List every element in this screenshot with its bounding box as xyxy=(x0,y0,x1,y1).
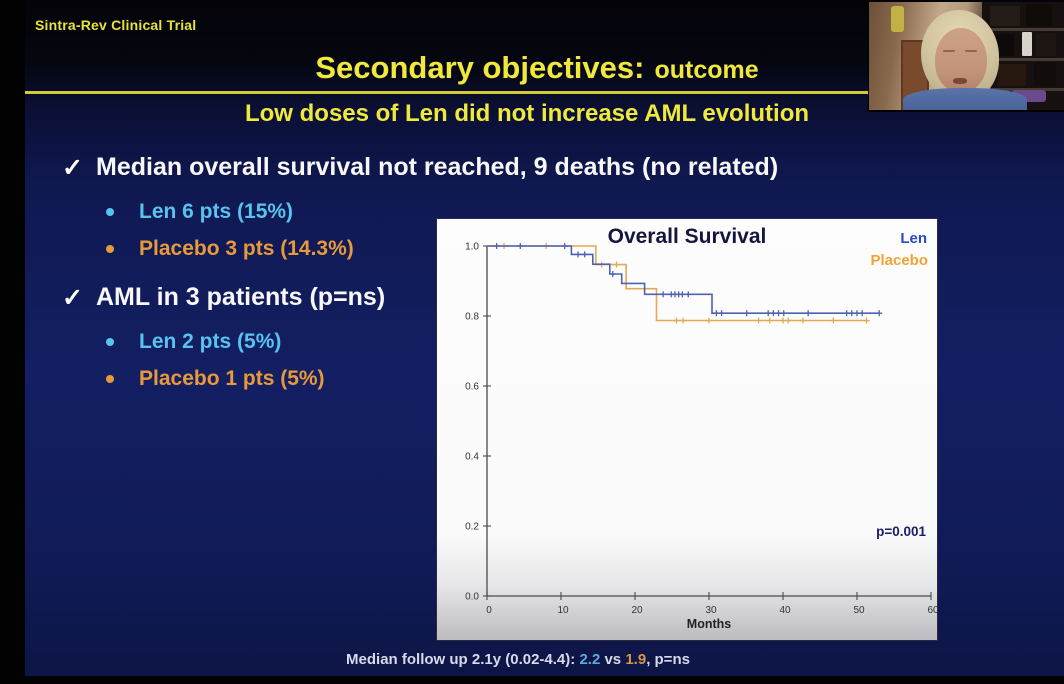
trial-name: Sintra-Rev Clinical Trial xyxy=(35,17,197,33)
legend-placebo: Placebo xyxy=(870,252,928,269)
bullet-dot-icon xyxy=(106,208,114,216)
bullet-text: AML in 3 patients (p=ns) xyxy=(96,283,386,311)
checkmark-icon: ✓ xyxy=(62,154,83,182)
shelf-ledge xyxy=(982,28,1064,31)
presenter-eyebrow xyxy=(965,50,977,52)
books xyxy=(990,6,1020,26)
books xyxy=(1026,4,1052,26)
svg-text:0.0: 0.0 xyxy=(465,592,479,603)
legend-len: Len xyxy=(900,230,927,247)
svg-text:40: 40 xyxy=(779,605,791,616)
followup-len-value: 2.2 xyxy=(579,651,601,668)
p-value: p=0.001 xyxy=(876,524,926,539)
svg-text:0.8: 0.8 xyxy=(465,312,479,323)
books xyxy=(1036,33,1056,56)
svg-text:50: 50 xyxy=(853,605,865,616)
books xyxy=(1022,32,1032,56)
followup-prefix: Median follow up 2.1y (0.02-4.4): xyxy=(346,651,580,668)
slide-title: Secondary objectives: outcome xyxy=(315,50,758,86)
title-underline xyxy=(25,91,868,94)
svg-text:0.2: 0.2 xyxy=(465,522,479,533)
bullet-dot-icon xyxy=(106,338,114,346)
followup-note: Median follow up 2.1y (0.02-4.4): 2.2 vs… xyxy=(346,651,690,668)
presenter-mouth xyxy=(953,78,967,84)
lamp xyxy=(891,6,904,32)
svg-text:60: 60 xyxy=(927,605,937,616)
checkmark-icon: ✓ xyxy=(62,284,83,312)
followup-vs: vs xyxy=(600,651,626,668)
svg-text:Months: Months xyxy=(687,617,731,631)
followup-suffix: , p=ns xyxy=(646,651,690,668)
shelf-ledge xyxy=(982,58,1064,61)
subbullet-text: Placebo 3 pts (14.3%) xyxy=(139,237,354,260)
svg-text:20: 20 xyxy=(631,605,643,616)
followup-placebo-value: 1.9 xyxy=(625,651,647,668)
chart-title: Overall Survival xyxy=(607,225,767,248)
books xyxy=(998,64,1026,86)
svg-text:10: 10 xyxy=(557,605,569,616)
presenter-shirt xyxy=(903,88,1027,110)
subbullet-len-deaths: Len 6 pts (15%) xyxy=(106,200,293,224)
km-plot: 0.0 0.2 0.4 0.6 0.8 1.0 0 10 20 30 40 50 60 Months xyxy=(465,242,939,632)
books xyxy=(1034,62,1056,86)
svg-text:30: 30 xyxy=(705,605,717,616)
slide-subtitle: Low doses of Len did not increase AML ev… xyxy=(244,100,810,127)
svg-text:1.0: 1.0 xyxy=(465,242,479,253)
overall-survival-chart: 0.0 0.2 0.4 0.6 0.8 1.0 0 10 20 30 40 50 60 Months Ov… xyxy=(437,219,939,640)
subbullet-len-aml: Len 2 pts (5%) xyxy=(106,330,281,354)
bullet-dot-icon xyxy=(106,245,114,253)
slide-title-suffix: outcome xyxy=(654,56,759,84)
presenter-video xyxy=(868,2,1064,112)
subbullet-placebo-deaths: Placebo 3 pts (14.3%) xyxy=(106,237,354,261)
svg-text:0.6: 0.6 xyxy=(465,382,479,393)
subbullet-text: Len 2 pts (5%) xyxy=(139,330,282,353)
presenter-eyebrow xyxy=(943,50,955,52)
subbullet-placebo-aml: Placebo 1 pts (5%) xyxy=(106,367,325,391)
svg-text:0: 0 xyxy=(486,605,492,616)
subbullet-text: Placebo 1 pts (5%) xyxy=(139,367,325,390)
svg-text:0.4: 0.4 xyxy=(465,452,479,463)
letterbox-bottom xyxy=(0,676,1064,684)
bullet-dot-icon xyxy=(106,375,114,383)
letterbox-left xyxy=(0,0,25,684)
slide: Sintra-Rev Clinical Trial Secondary obje… xyxy=(25,0,1064,676)
bullet-overall-survival: ✓ Median overall survival not reached, 9 … xyxy=(62,153,778,183)
bullet-aml: ✓ AML in 3 patients (p=ns) xyxy=(62,283,385,313)
shelf-ledge xyxy=(982,88,1064,91)
subbullet-text: Len 6 pts (15%) xyxy=(139,200,294,223)
bullet-text: Median overall survival not reached, 9 d… xyxy=(96,153,779,181)
slide-title-main: Secondary objectives: xyxy=(315,50,645,85)
